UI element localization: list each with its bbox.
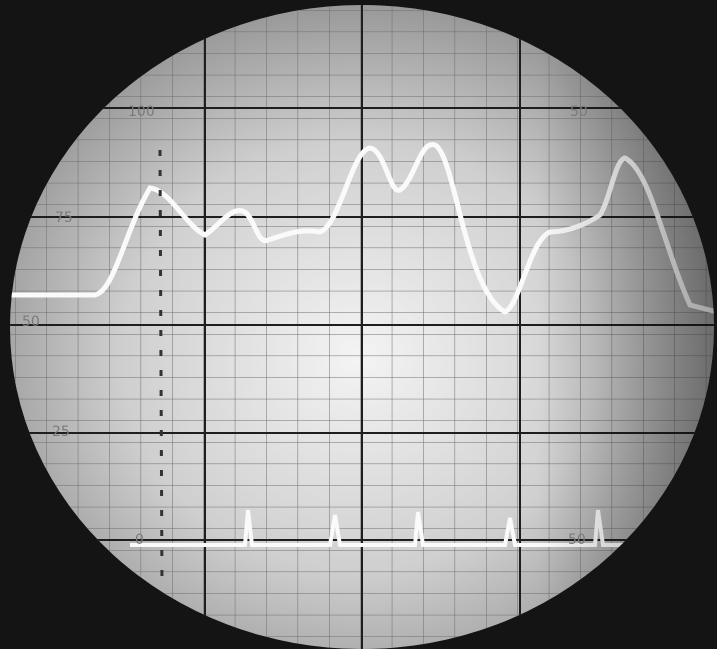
scale-label: 50 <box>570 104 588 120</box>
page: 100 75 50 25 0 50 50 (() => { const data… <box>0 0 717 649</box>
scale-label: 25 <box>52 424 70 440</box>
scale-label: 50 <box>22 314 40 330</box>
oscilloscope-photo: 100 75 50 25 0 50 50 <box>0 0 717 649</box>
scale-label: 75 <box>55 210 73 226</box>
scale-label: 0 <box>135 532 144 548</box>
scale-label: 100 <box>128 104 155 120</box>
scale-label: 50 <box>568 532 586 548</box>
